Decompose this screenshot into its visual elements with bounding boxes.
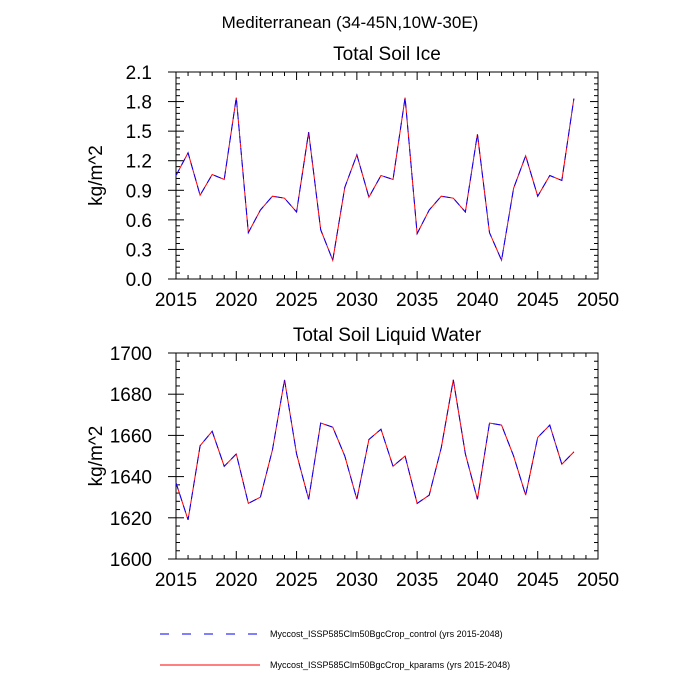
- x-tick-label: 2050: [577, 290, 619, 311]
- x-tick-label: 2030: [336, 290, 378, 311]
- x-tick-label: 2020: [215, 570, 257, 591]
- series-line-control: [175, 97, 575, 263]
- legend-item-kparams: Myccost_ISSP585Clm50BgcCrop_kparams (yrs…: [160, 660, 510, 670]
- x-tick-label: 2015: [155, 570, 197, 591]
- y-tick-label: 1.2: [126, 152, 152, 173]
- x-tick-label: 2040: [456, 570, 498, 591]
- series-line-kparams: [175, 379, 575, 521]
- y-tick-label: 0.3: [126, 240, 152, 261]
- series-line-control: [175, 379, 575, 521]
- x-tick-label: 2025: [275, 290, 317, 311]
- x-tick-label: 2040: [456, 290, 498, 311]
- x-tick-label: 2025: [275, 570, 317, 591]
- y-axis-label: kg/m^2: [86, 145, 107, 206]
- x-tick-label: 2020: [215, 290, 257, 311]
- y-tick-label: 0.6: [126, 211, 152, 232]
- y-tick-label: 1680: [110, 385, 152, 406]
- plot-frame: [175, 71, 599, 280]
- y-tick-label: 1700: [110, 344, 152, 365]
- y-tick-label: 2.1: [126, 63, 152, 84]
- legend: Myccost_ISSP585Clm50BgcCrop_control (yrs…: [160, 629, 510, 670]
- y-tick-label: 1600: [110, 550, 152, 571]
- y-tick-label: 1.5: [126, 122, 152, 143]
- y-tick-label: 1620: [110, 509, 152, 530]
- panel-title: Total Soil Ice: [333, 44, 441, 65]
- x-tick-label: 2030: [336, 570, 378, 591]
- y-tick-label: 1640: [110, 468, 152, 489]
- y-axis-label: kg/m^2: [86, 426, 107, 487]
- x-tick-label: 2045: [517, 570, 559, 591]
- legend-label-kparams: Myccost_ISSP585Clm50BgcCrop_kparams (yrs…: [270, 660, 510, 670]
- legend-item-control: Myccost_ISSP585Clm50BgcCrop_control (yrs…: [160, 629, 503, 639]
- x-tick-label: 2035: [396, 570, 438, 591]
- x-tick-label: 2050: [577, 570, 619, 591]
- x-tick-label: 2035: [396, 290, 438, 311]
- x-tick-label: 2045: [517, 290, 559, 311]
- plot-frame: [175, 352, 599, 560]
- panel-total-soil-ice: Total Soil Ice kg/m^2 2015 2020 2025 2030 2035…: [86, 44, 619, 311]
- y-tick-label: 0.0: [126, 270, 152, 291]
- y-tick-label: 0.9: [126, 181, 152, 202]
- panel-total-soil-liquid-water: Total Soil Liquid Water kg/m^2 2015 2020 202…: [86, 325, 619, 591]
- figure-title: Mediterranean (34-45N,10W-30E): [222, 13, 479, 32]
- panel-title: Total Soil Liquid Water: [293, 325, 482, 346]
- y-tick-label: 1.8: [126, 93, 152, 114]
- series-line-kparams: [175, 97, 575, 263]
- y-tick-label: 1660: [110, 426, 152, 447]
- x-tick-label: 2015: [155, 290, 197, 311]
- legend-label-control: Myccost_ISSP585Clm50BgcCrop_control (yrs…: [270, 629, 503, 639]
